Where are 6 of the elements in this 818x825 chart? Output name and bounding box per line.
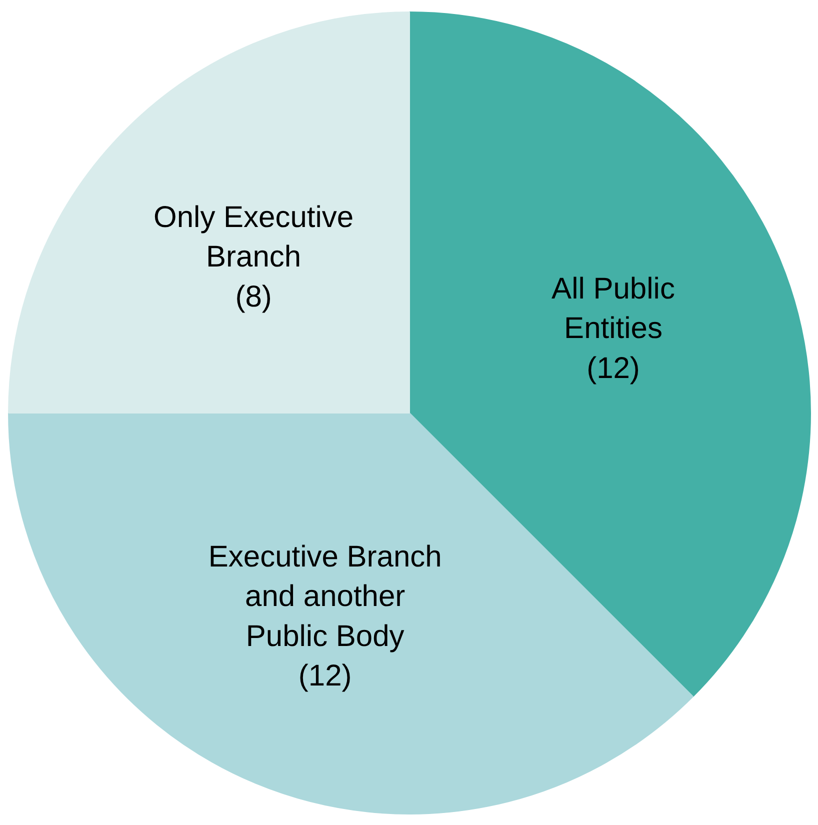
- slice-label: Only Executive Branch: [154, 201, 354, 274]
- slice-label: All Public Entities: [552, 272, 675, 346]
- slice-label: Executive Branch and another Public Body: [208, 540, 442, 653]
- data-label: (8): [235, 280, 272, 314]
- data-label: (12): [586, 352, 640, 385]
- data-label: (12): [298, 659, 352, 692]
